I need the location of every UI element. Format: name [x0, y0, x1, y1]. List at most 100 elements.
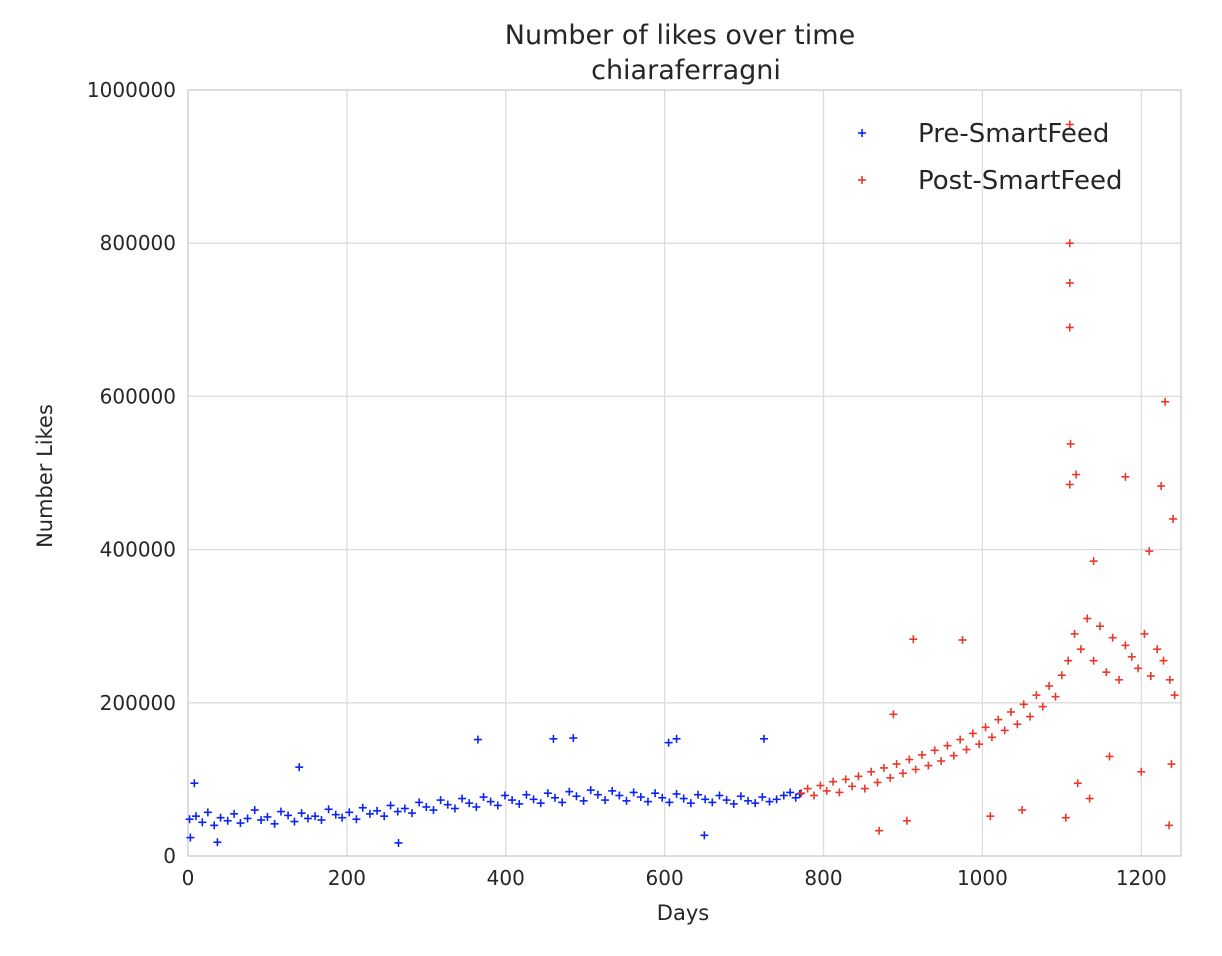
data-point	[1013, 720, 1022, 729]
data-point	[203, 808, 212, 817]
legend: Pre-SmartFeed Post-SmartFeed	[858, 119, 1122, 196]
data-point	[875, 826, 884, 835]
data-point	[230, 809, 239, 818]
y-tick-label: 600000	[100, 384, 176, 408]
data-point	[479, 793, 488, 802]
data-point	[987, 733, 996, 742]
legend-marker-symbol	[858, 176, 866, 184]
data-point	[515, 799, 524, 808]
data-point	[473, 735, 482, 744]
data-point	[400, 804, 409, 813]
x-axis-label: Days	[657, 901, 709, 925]
data-point	[317, 815, 326, 824]
data-point	[1065, 239, 1074, 248]
data-point	[1165, 675, 1174, 684]
y-tick-label: 400000	[100, 538, 176, 562]
x-tick-label: 800	[804, 866, 842, 890]
data-point	[679, 794, 688, 803]
data-point	[1065, 279, 1074, 288]
data-point	[622, 796, 631, 805]
data-point	[373, 806, 382, 815]
data-point	[1065, 120, 1074, 129]
data-point	[715, 791, 724, 800]
data-point	[889, 710, 898, 719]
data-point	[816, 781, 825, 790]
data-point	[422, 802, 431, 811]
data-point	[236, 819, 245, 828]
data-point	[493, 801, 502, 810]
data-point	[345, 808, 354, 817]
data-point	[1066, 439, 1075, 448]
chart-subtitle: chiaraferragni	[591, 55, 781, 86]
data-point	[358, 803, 367, 812]
data-point	[1076, 645, 1085, 654]
y-axis-label: Number Likes	[33, 404, 57, 548]
data-point	[886, 773, 895, 782]
data-point	[994, 715, 1003, 724]
data-point	[290, 817, 299, 826]
data-point	[892, 760, 901, 769]
data-point	[930, 746, 939, 755]
data-point	[190, 779, 199, 788]
data-point	[758, 793, 767, 802]
data-point	[956, 735, 965, 744]
plot-frame	[187, 89, 1182, 857]
data-point	[629, 788, 638, 797]
data-point	[1121, 472, 1130, 481]
data-point	[975, 740, 984, 749]
data-point	[393, 807, 402, 816]
x-tick-label: 400	[487, 866, 525, 890]
data-point	[579, 796, 588, 805]
data-point	[1127, 652, 1136, 661]
data-point	[257, 815, 266, 824]
data-point	[593, 790, 602, 799]
data-point	[572, 792, 581, 801]
data-point	[841, 775, 850, 784]
data-point	[295, 763, 304, 772]
data-point	[1140, 629, 1149, 638]
data-point	[636, 793, 645, 802]
data-point	[822, 786, 831, 795]
data-point	[722, 796, 731, 805]
data-point	[1006, 707, 1015, 716]
data-point	[311, 812, 320, 821]
data-point	[962, 745, 971, 754]
data-point	[386, 801, 395, 810]
y-tick-label: 800000	[100, 231, 176, 255]
data-point	[879, 763, 888, 772]
data-points	[185, 120, 1179, 847]
data-point	[500, 791, 509, 800]
legend-marker-symbol	[858, 129, 866, 137]
data-point	[672, 734, 681, 743]
data-point	[986, 812, 995, 821]
data-point	[443, 800, 452, 809]
data-point	[1146, 671, 1155, 680]
data-point	[905, 755, 914, 764]
data-point	[1169, 514, 1178, 523]
data-point	[1121, 641, 1130, 650]
data-point	[1019, 700, 1028, 709]
data-point	[365, 809, 374, 818]
data-point	[380, 812, 389, 821]
data-point	[243, 814, 252, 823]
data-point	[1102, 668, 1111, 677]
data-point	[911, 765, 920, 774]
data-point	[543, 789, 552, 798]
y-tick-label: 0	[163, 844, 176, 868]
data-point	[551, 793, 560, 802]
data-point	[569, 734, 578, 743]
data-point	[643, 797, 652, 806]
data-point	[223, 816, 232, 825]
data-point	[1051, 692, 1060, 701]
data-point	[1038, 702, 1047, 711]
data-point	[1095, 622, 1104, 631]
data-point	[664, 738, 673, 747]
data-point	[338, 813, 347, 822]
data-point	[1134, 664, 1143, 673]
data-point	[943, 741, 952, 750]
data-point	[1153, 645, 1162, 654]
data-point	[772, 795, 781, 804]
data-point	[958, 635, 967, 644]
data-point	[1137, 767, 1146, 776]
